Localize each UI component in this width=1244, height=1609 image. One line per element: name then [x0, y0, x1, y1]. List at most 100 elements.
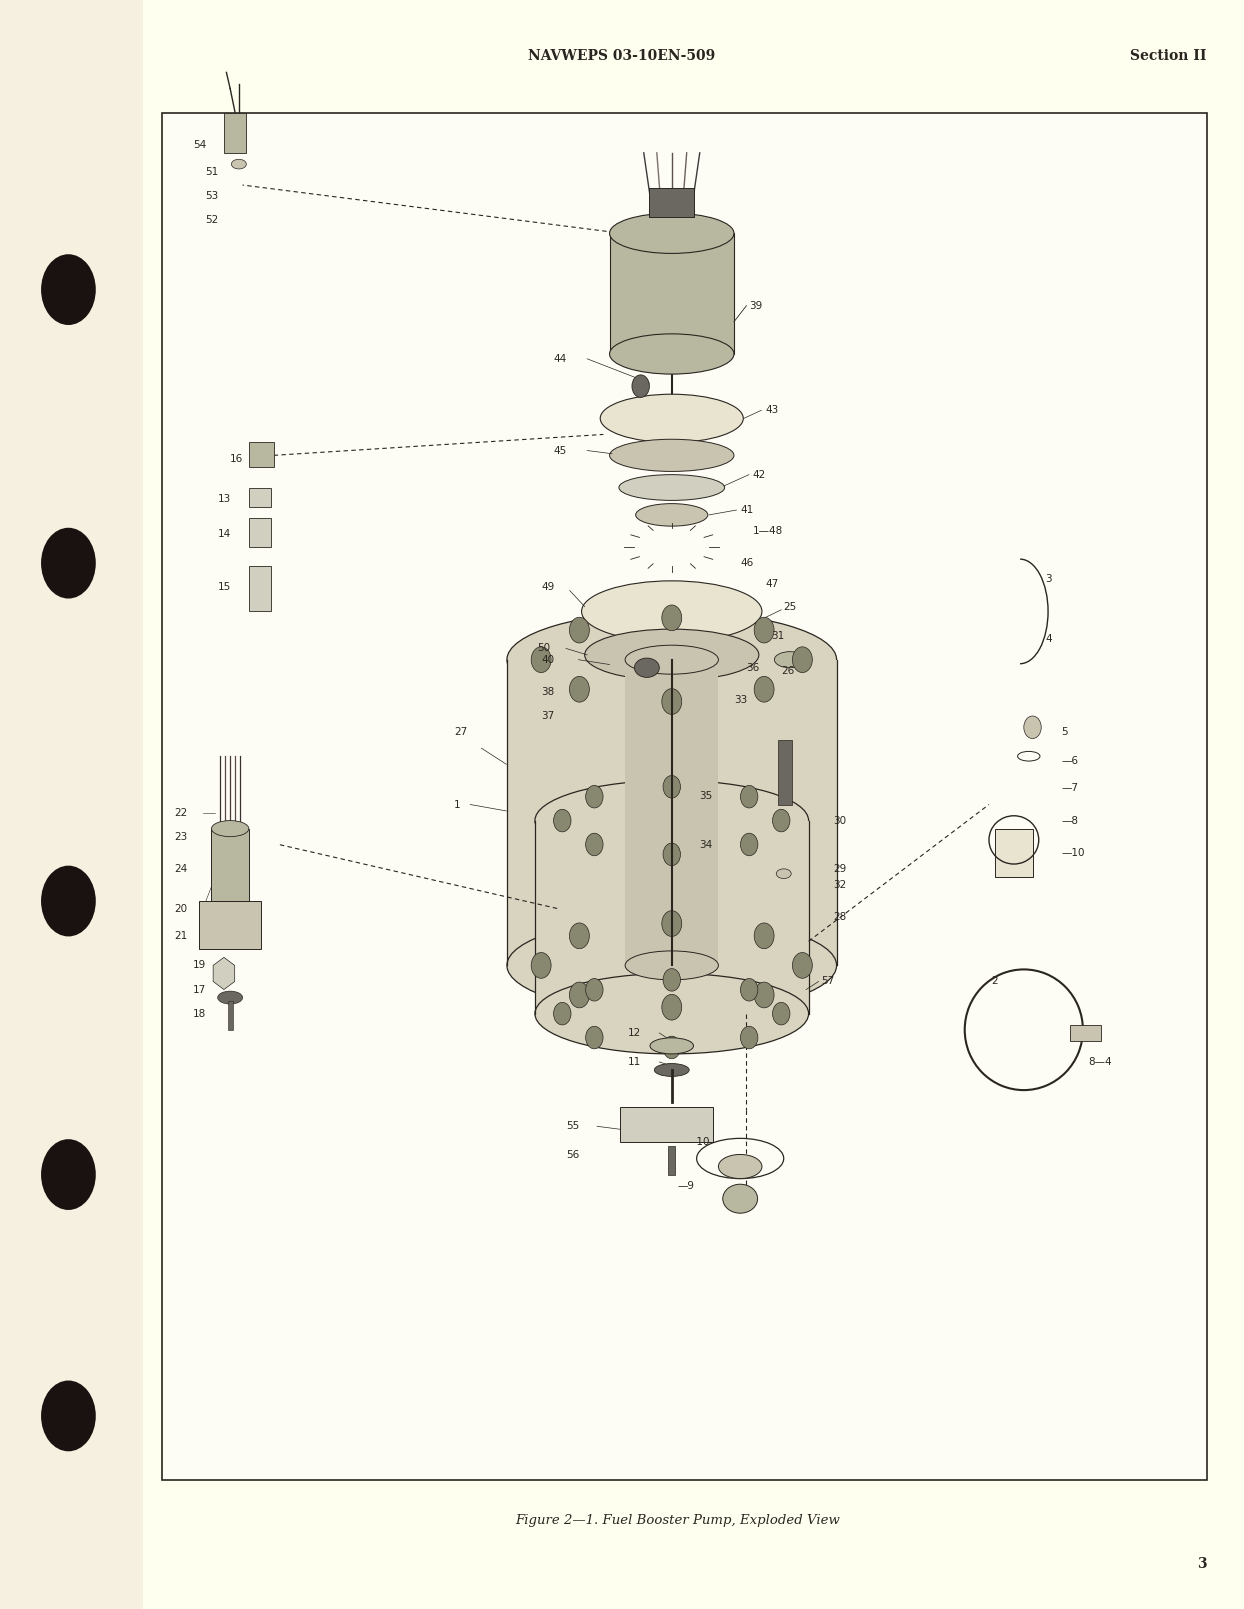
- Ellipse shape: [506, 611, 836, 708]
- Ellipse shape: [654, 1064, 689, 1076]
- Circle shape: [740, 833, 758, 856]
- Text: 3: 3: [1045, 574, 1051, 584]
- Bar: [610, 233, 734, 354]
- Text: 56: 56: [566, 1150, 580, 1160]
- Ellipse shape: [535, 780, 809, 861]
- Bar: [626, 660, 719, 965]
- Ellipse shape: [610, 212, 734, 253]
- Circle shape: [632, 375, 649, 397]
- Text: 16: 16: [230, 454, 244, 463]
- Text: 28: 28: [833, 912, 847, 922]
- Text: —10: —10: [687, 1138, 710, 1147]
- Text: 38: 38: [541, 687, 555, 697]
- Text: —7: —7: [1061, 784, 1079, 793]
- Ellipse shape: [610, 335, 734, 375]
- Circle shape: [740, 785, 758, 808]
- Bar: [668, 1146, 675, 1175]
- Circle shape: [570, 676, 590, 702]
- Ellipse shape: [585, 629, 759, 681]
- Text: 36: 36: [746, 663, 760, 673]
- Text: 17: 17: [193, 985, 207, 994]
- Text: 57: 57: [821, 977, 835, 986]
- Circle shape: [740, 978, 758, 1001]
- Bar: [249, 442, 274, 467]
- Circle shape: [531, 953, 551, 978]
- Text: 15: 15: [218, 582, 231, 592]
- Text: 32: 32: [833, 880, 847, 890]
- Text: 49: 49: [541, 582, 555, 592]
- Ellipse shape: [535, 973, 809, 1054]
- Text: 1: 1: [454, 800, 460, 809]
- Text: 13: 13: [218, 494, 231, 504]
- Ellipse shape: [626, 951, 719, 980]
- Circle shape: [792, 953, 812, 978]
- Circle shape: [554, 809, 571, 832]
- Circle shape: [662, 994, 682, 1020]
- Circle shape: [41, 254, 96, 325]
- Text: 22: 22: [174, 808, 188, 817]
- Text: 19: 19: [193, 961, 207, 970]
- Ellipse shape: [581, 581, 761, 642]
- Circle shape: [586, 785, 603, 808]
- Ellipse shape: [600, 394, 743, 442]
- Text: 41: 41: [740, 505, 754, 515]
- Bar: [778, 740, 792, 804]
- Text: Figure 2—1. Fuel Booster Pump, Exploded View: Figure 2—1. Fuel Booster Pump, Exploded …: [515, 1514, 841, 1527]
- Ellipse shape: [610, 439, 734, 471]
- Text: 45: 45: [554, 446, 567, 455]
- Ellipse shape: [620, 475, 724, 500]
- Ellipse shape: [776, 869, 791, 879]
- Text: 53: 53: [205, 191, 219, 201]
- Ellipse shape: [626, 645, 719, 674]
- Text: 50: 50: [537, 644, 551, 653]
- Text: 35: 35: [699, 792, 713, 801]
- Circle shape: [792, 647, 812, 673]
- Circle shape: [41, 1139, 96, 1210]
- Text: 51: 51: [205, 167, 219, 177]
- Ellipse shape: [723, 1184, 758, 1213]
- Circle shape: [570, 924, 590, 949]
- Circle shape: [662, 689, 682, 714]
- Ellipse shape: [649, 1038, 694, 1054]
- Text: —6: —6: [1061, 756, 1079, 766]
- Circle shape: [663, 776, 680, 798]
- Circle shape: [754, 676, 774, 702]
- Text: 34: 34: [699, 840, 713, 850]
- Text: 33: 33: [734, 695, 748, 705]
- Text: 43: 43: [765, 405, 779, 415]
- Text: 4: 4: [1045, 634, 1051, 644]
- Text: 24: 24: [174, 864, 188, 874]
- Text: 1—48: 1—48: [753, 526, 782, 536]
- Circle shape: [570, 618, 590, 644]
- Text: 21: 21: [174, 932, 188, 941]
- Bar: [0, 0, 143, 1609]
- Bar: [143, 0, 1244, 1609]
- Bar: [535, 821, 809, 1014]
- Bar: [211, 829, 249, 901]
- Text: 55: 55: [566, 1121, 580, 1131]
- Circle shape: [41, 1381, 96, 1451]
- Text: 20: 20: [174, 904, 188, 914]
- Ellipse shape: [719, 1155, 761, 1178]
- Ellipse shape: [211, 821, 249, 837]
- Circle shape: [754, 981, 774, 1007]
- Circle shape: [754, 924, 774, 949]
- Circle shape: [662, 605, 682, 631]
- Ellipse shape: [774, 652, 806, 668]
- Circle shape: [586, 833, 603, 856]
- Text: —10: —10: [1061, 848, 1085, 858]
- Circle shape: [663, 969, 680, 991]
- Text: 29: 29: [833, 864, 847, 874]
- Text: 39: 39: [749, 301, 763, 311]
- Bar: [508, 660, 837, 965]
- Circle shape: [586, 1027, 603, 1049]
- Ellipse shape: [506, 917, 836, 1014]
- Circle shape: [773, 1002, 790, 1025]
- Bar: [649, 188, 694, 217]
- Text: 30: 30: [833, 816, 847, 825]
- Text: 54: 54: [193, 140, 207, 150]
- Circle shape: [773, 809, 790, 832]
- Ellipse shape: [636, 504, 708, 526]
- Bar: [249, 488, 271, 507]
- Text: 23: 23: [174, 832, 188, 842]
